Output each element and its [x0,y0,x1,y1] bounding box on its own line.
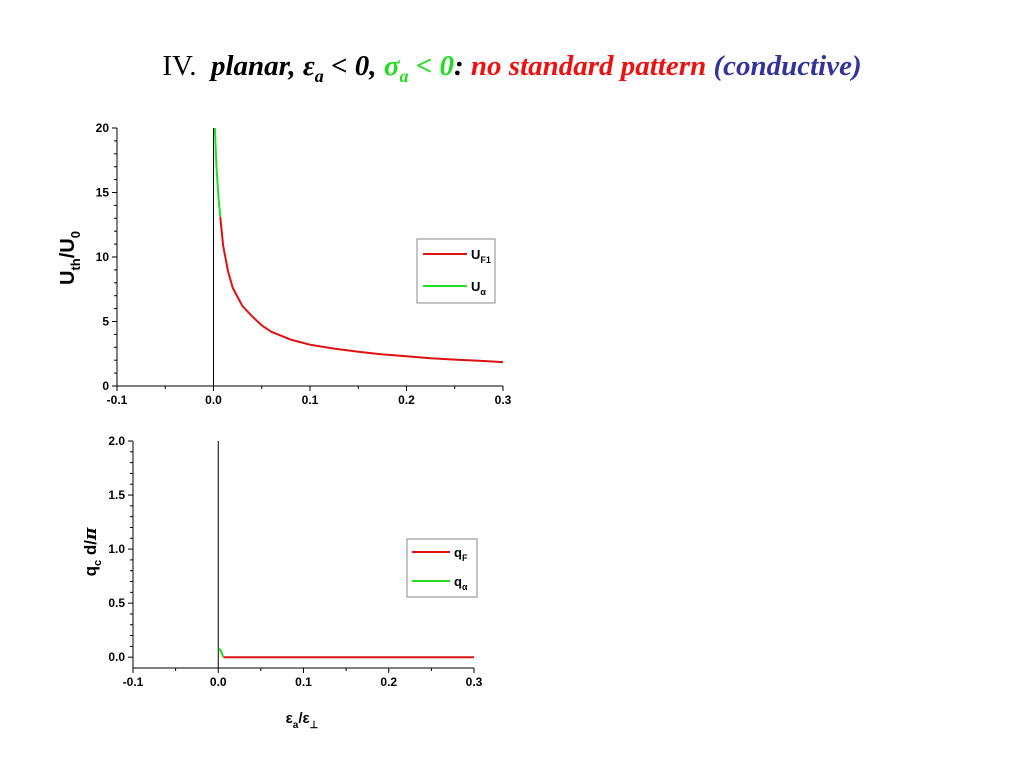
bottom-y-tick-label: 1.5 [108,488,125,502]
title-epsilon: ε [302,50,315,82]
title-epsilon-sub: a [314,65,324,86]
bottom-x-tick-label: 0.3 [466,675,483,689]
bottom-chart-axes [132,441,474,669]
bottom-series-line-1 [218,647,225,658]
title-red-text: no standard pattern [470,50,707,82]
top-series-line-0 [219,216,504,364]
bottom-chart-series [218,647,474,659]
top-x-tick-label: 0.2 [398,393,415,407]
top-x-tick-label: 0.3 [495,393,512,407]
title-part2: < 0, [323,50,384,82]
title-sigma: σ [383,50,400,82]
bottom-legend-label-qalpha: qα [454,574,468,592]
bottom-y-tick-label: 0.0 [108,650,125,664]
top-y-tick-label: 5 [102,315,109,329]
top-chart-series [213,127,504,364]
slide-title: IV. planar, εa < 0, σa < 0: no standard … [0,50,1024,87]
bottom-x-axis-label: εa/ε⊥ [286,710,319,731]
bottom-y-tick-label: 2.0 [108,434,125,448]
title-part1: planar, [211,50,303,82]
bottom-x-tick-label: 0.1 [295,675,312,689]
top-y-tick-label: 15 [96,186,110,200]
top-y-tick-label: 20 [96,121,110,135]
top-series-line-1 [213,127,222,218]
title-numeral: IV. [162,50,197,82]
bottom-x-tick-label: -0.1 [123,675,144,689]
top-legend-label-ualpha: Uα [471,279,486,297]
top-x-tick-label: -0.1 [107,393,128,407]
bottom-y-tick-label: 1.0 [108,542,125,556]
top-legend: UF1 Uα [416,238,496,304]
bottom-legend: qF qα [406,538,478,598]
bottom-y-tick-label: 0.5 [108,596,125,610]
top-y-tick-label: 0 [102,379,109,393]
top-x-tick-label: 0.0 [205,393,222,407]
bottom-y-axis-label: qc d/π [81,527,104,576]
bottom-chart-ticks: -0.1 0.0 0.1 0.2 0.3 0.0 0.5 1.0 1.5 2.0 [108,434,482,689]
title-sigma-sub: a [399,65,409,86]
title-part3: < 0 [408,50,454,82]
top-chart-ticks: -0.1 0.0 0.1 0.2 0.3 0 5 10 15 20 [96,121,512,407]
title-colon: : [453,50,471,82]
top-x-tick-label: 0.1 [302,393,319,407]
bottom-x-tick-label: 0.0 [210,675,227,689]
top-y-tick-label: 10 [96,250,110,264]
title-blue-text: (conductive) [713,50,862,82]
bottom-legend-label-qf: qF [454,545,468,563]
top-legend-label-uf1: UF1 [471,247,491,265]
top-y-axis-label: Uth/U0 [57,231,83,285]
bottom-x-tick-label: 0.2 [380,675,397,689]
top-chart-axes [116,128,503,387]
